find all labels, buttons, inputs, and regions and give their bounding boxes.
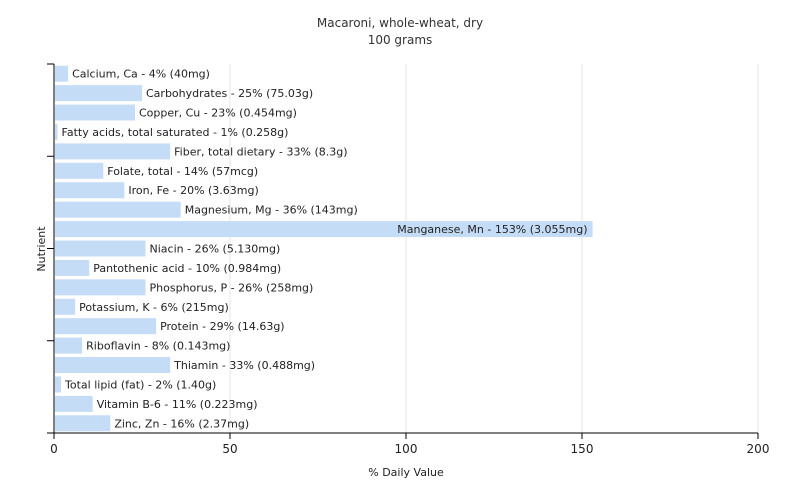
- bar: [55, 85, 142, 102]
- bar-label: Riboflavin - 8% (0.143mg): [86, 340, 230, 353]
- chart-title: Macaroni, whole-wheat, dry: [317, 16, 483, 30]
- bar: [55, 182, 125, 199]
- bar: [55, 298, 76, 315]
- bar-label: Zinc, Zn - 16% (2.37mg): [114, 417, 249, 430]
- x-tick-label: 200: [747, 442, 770, 456]
- bar-label: Fatty acids, total saturated - 1% (0.258…: [62, 126, 289, 139]
- bar-label: Iron, Fe - 20% (3.63mg): [128, 184, 258, 197]
- x-tick-label: 50: [222, 442, 237, 456]
- bars-group: Calcium, Ca - 4% (40mg) Carbohydrates - 2…: [55, 65, 593, 432]
- bar: [55, 240, 146, 257]
- x-tick-label: 100: [395, 442, 418, 456]
- bar-label: Thiamin - 33% (0.488mg): [173, 359, 315, 372]
- bar: [55, 395, 93, 412]
- bar-label: Copper, Cu - 23% (0.454mg): [139, 107, 297, 120]
- y-axis-title: Nutrient: [35, 226, 48, 272]
- bar: [55, 104, 135, 121]
- bar: [55, 279, 146, 296]
- bar-label: Manganese, Mn - 153% (3.055mg): [397, 223, 587, 236]
- bar: [55, 318, 157, 335]
- x-axis-title: % Daily Value: [368, 466, 444, 479]
- bar-label: Calcium, Ca - 4% (40mg): [72, 68, 210, 81]
- bar: [55, 415, 111, 432]
- bar-label: Pantothenic acid - 10% (0.984mg): [93, 262, 281, 275]
- bar-label: Folate, total - 14% (57mcg): [107, 165, 258, 178]
- bar-label: Niacin - 26% (5.130mg): [150, 243, 281, 256]
- bar: [55, 201, 181, 218]
- bar-label: Carbohydrates - 25% (75.03g): [146, 87, 313, 100]
- bar: [55, 337, 83, 354]
- bar: [55, 259, 90, 276]
- bar: [55, 123, 58, 140]
- bar: [55, 376, 62, 393]
- bar-label: Protein - 29% (14.63g): [160, 320, 285, 333]
- chart-subtitle: 100 grams: [368, 33, 433, 47]
- gridlines: [229, 64, 759, 433]
- bar: [55, 65, 69, 82]
- x-tick-labels: 0 50 100 150 200: [50, 433, 769, 456]
- x-tick-label: 150: [571, 442, 594, 456]
- bar-label: Potassium, K - 6% (215mg): [79, 301, 229, 314]
- bar: [55, 143, 171, 160]
- bar-label: Fiber, total dietary - 33% (8.3g): [174, 145, 347, 158]
- bar: [55, 357, 171, 374]
- bar-label: Phosphorus, P - 26% (258mg): [150, 281, 314, 294]
- x-tick-label: 0: [50, 442, 58, 456]
- bar: [55, 221, 593, 238]
- bar-label: Total lipid (fat) - 2% (1.40g): [64, 378, 216, 391]
- bar-label: Magnesium, Mg - 36% (143mg): [185, 204, 358, 217]
- bar: [55, 162, 104, 179]
- bar-label: Vitamin B-6 - 11% (0.223mg): [97, 398, 258, 411]
